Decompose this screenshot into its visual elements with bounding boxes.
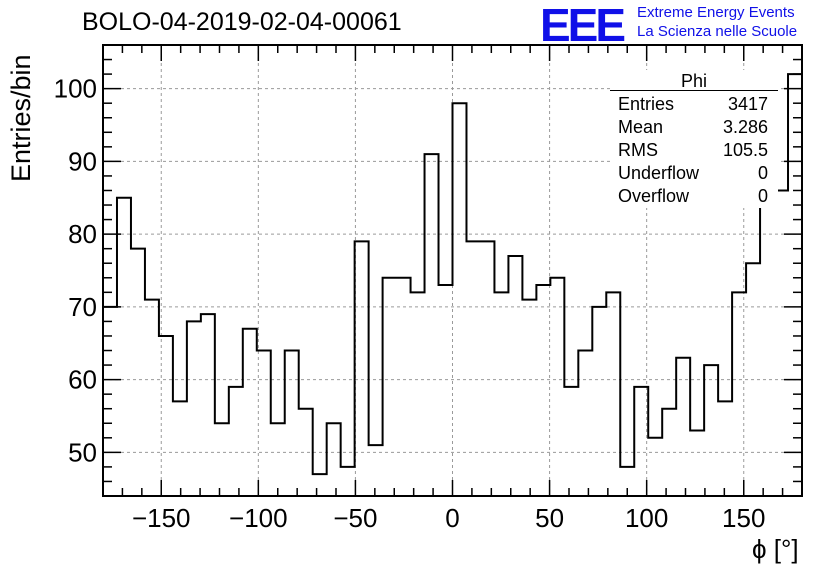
x-tick-label: −100	[229, 503, 288, 533]
eee-logo-text: Extreme Energy Events La Scienza nelle S…	[637, 3, 797, 41]
histogram-bin	[369, 445, 383, 496]
x-tick-label: 0	[445, 503, 459, 533]
y-tick-label: 60	[68, 365, 97, 395]
histogram-bin	[480, 241, 494, 496]
histogram-bin	[159, 336, 173, 496]
histogram-bin	[774, 190, 788, 496]
histogram-bin	[229, 387, 243, 496]
histogram-bin	[355, 241, 369, 496]
histogram-bin	[411, 292, 425, 496]
histogram-bin	[439, 285, 453, 496]
histogram-bin	[536, 285, 550, 496]
histogram-bin	[173, 401, 187, 496]
histogram-bin	[578, 351, 592, 496]
histogram-outline	[103, 73, 802, 476]
stats-box: Phi Entries 3417 Mean 3.286 RMS 105.5 Un…	[610, 70, 778, 208]
histogram-bin	[732, 292, 746, 496]
x-tick-label: 100	[625, 503, 668, 533]
histogram-bin	[299, 409, 313, 496]
stats-label: Underflow	[618, 163, 700, 183]
histogram-bin	[257, 351, 271, 496]
stats-value: 3417	[727, 94, 768, 114]
eee-logo: EEE	[540, 0, 626, 51]
stats-label: RMS	[618, 140, 658, 160]
y-tick-label: 80	[68, 219, 97, 249]
y-tick-label: 90	[68, 146, 97, 176]
stats-row-overflow: Overflow 0	[610, 185, 778, 208]
stats-label: Mean	[618, 117, 664, 137]
stats-value: 105.5	[722, 140, 768, 160]
histogram-bin	[676, 358, 690, 496]
stats-row-entries: Entries 3417	[610, 93, 778, 116]
histogram-bin	[494, 292, 508, 496]
x-tick-label: −50	[333, 503, 377, 533]
histogram-bin	[564, 387, 578, 496]
stats-row-underflow: Underflow 0	[610, 162, 778, 185]
histogram-bin	[341, 467, 355, 496]
stats-value: 0	[757, 186, 768, 206]
x-tick-label: 50	[535, 503, 564, 533]
logo-line-1: Extreme Energy Events	[637, 4, 795, 21]
histogram-bin	[704, 365, 718, 496]
histogram-bin	[425, 154, 439, 496]
histogram-bin	[592, 307, 606, 496]
histogram-bin	[466, 241, 480, 496]
x-axis-label: ϕ [°]	[752, 534, 799, 564]
stats-row-mean: Mean 3.286	[610, 116, 778, 139]
y-tick-label: 100	[54, 74, 97, 104]
histogram-bin	[718, 401, 732, 496]
histogram-bin	[117, 198, 131, 496]
logo-line-2: La Scienza nelle Scuole	[637, 23, 798, 40]
histogram-bin	[327, 423, 341, 496]
histogram-bin	[606, 292, 620, 496]
histogram-bin	[634, 387, 648, 496]
histogram-bin	[690, 431, 704, 496]
histogram-bin	[201, 314, 215, 496]
stats-label: Overflow	[618, 186, 690, 206]
histogram-bin	[271, 423, 285, 496]
histogram-bin	[522, 300, 536, 496]
histogram-bin	[285, 351, 299, 496]
histogram-bin	[187, 321, 201, 496]
histogram-bin	[453, 103, 467, 496]
stats-label: Entries	[618, 94, 675, 114]
histogram-bin	[131, 249, 145, 496]
histogram-title: BOLO-04-2019-02-04-00061	[82, 8, 402, 36]
histogram-bin	[648, 438, 662, 496]
histogram-bin	[145, 300, 159, 496]
stats-name: Phi	[680, 71, 707, 91]
stats-value: 3.286	[722, 117, 768, 137]
stats-divider	[610, 90, 778, 91]
stats-row-rms: RMS 105.5	[610, 139, 778, 162]
x-tick-label: 150	[722, 503, 765, 533]
x-tick-label: −150	[132, 503, 191, 533]
y-axis-label: Entries/bin	[6, 54, 36, 182]
histogram-bin	[383, 278, 397, 496]
y-tick-label: 70	[68, 292, 97, 322]
y-tick-label: 50	[68, 437, 97, 467]
histogram-bin	[313, 474, 327, 496]
stats-value: 0	[757, 163, 768, 183]
histogram-bin	[397, 278, 411, 496]
histogram-bin	[508, 256, 522, 496]
histogram-bin	[215, 423, 229, 496]
histogram-bin	[746, 263, 760, 496]
histogram-bin	[550, 278, 564, 496]
histogram-bin	[662, 409, 676, 496]
histogram-bin	[243, 329, 257, 496]
histogram-bin	[788, 74, 802, 496]
